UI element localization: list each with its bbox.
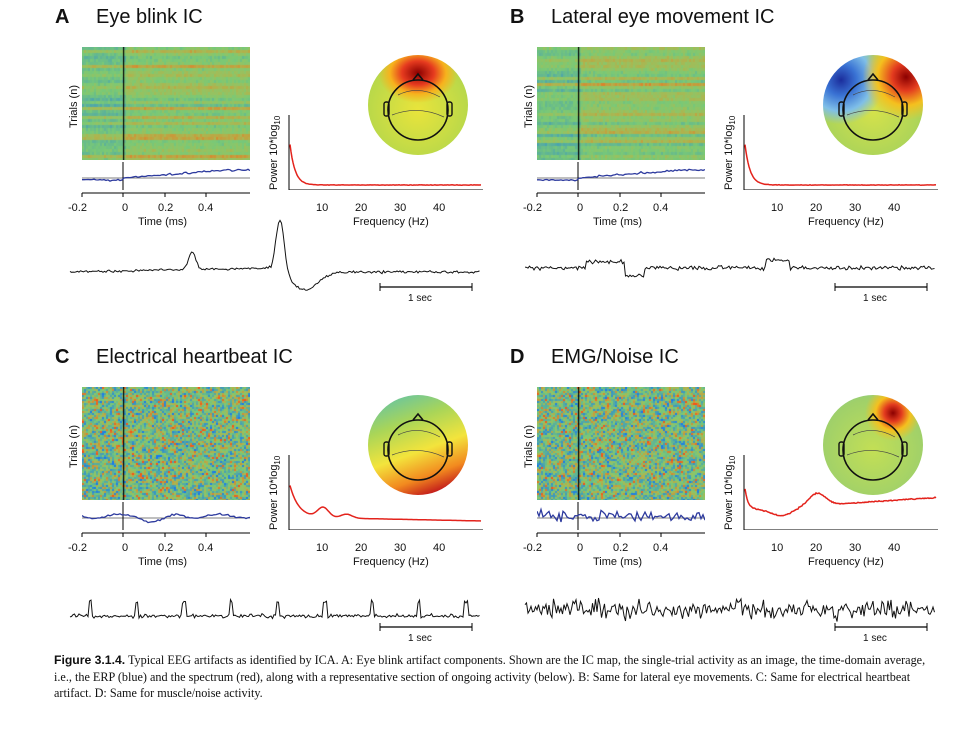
erp-image: [82, 47, 250, 160]
ic-scalp-map: [823, 395, 923, 495]
time-tick: -0.2: [523, 542, 542, 554]
panel-title: Electrical heartbeat IC: [96, 346, 293, 368]
figure-panel-b: B Lateral eye movement IC Trials (n) -0.…: [455, 0, 942, 330]
ic-scalp-map: [368, 395, 468, 495]
panel-letter: B: [510, 6, 525, 28]
time-tick: -0.2: [523, 202, 542, 214]
time-tick: 0.4: [198, 202, 214, 214]
freq-tick: 40: [433, 202, 446, 214]
erp-trace: [82, 162, 250, 190]
freq-tick: 40: [888, 542, 901, 554]
erp-image: [537, 387, 705, 500]
figure-panel-d: D EMG/Noise IC Trials (n) -0.2 0 0.2 0.4…: [455, 340, 942, 670]
scalebar-label: 1 sec: [408, 633, 432, 644]
freq-tick: 10: [316, 202, 329, 214]
time-tick: 0.2: [613, 202, 629, 214]
time-tick: 0.4: [653, 542, 669, 554]
scalebar-label: 1 sec: [863, 293, 887, 304]
freq-tick: 10: [771, 542, 784, 554]
power-axis-label: Power 10*log10: [723, 455, 738, 530]
erp-trace: [537, 162, 705, 190]
power-spectrum: [743, 455, 938, 530]
spectrum-curve: [744, 144, 937, 186]
scalebar-label: 1 sec: [863, 633, 887, 644]
time-axis-label: Time (ms): [138, 216, 188, 228]
figure-label: Figure 3.1.4.: [54, 653, 126, 667]
power-spectrum: [288, 115, 483, 190]
ic-scalp-map: [823, 55, 923, 155]
freq-tick: 30: [394, 542, 407, 554]
erp-image: [82, 387, 250, 500]
panel-letter: A: [55, 6, 70, 28]
power-axis-label: Power 10*log10: [268, 115, 283, 190]
spectrum-curve: [744, 488, 937, 517]
time-tick: -0.2: [68, 542, 87, 554]
freq-axis-label: Frequency (Hz): [808, 556, 884, 568]
head-outline: [383, 72, 453, 141]
erp-curve: [537, 168, 705, 182]
panel-title: Eye blink IC: [96, 6, 203, 28]
head-outline: [838, 412, 908, 481]
time-tick: 0.2: [613, 542, 629, 554]
time-axis-label: Time (ms): [138, 556, 188, 568]
head-outline: [383, 412, 453, 481]
spectrum-curve: [289, 144, 482, 186]
time-tick: 0: [122, 542, 129, 554]
freq-tick: 10: [771, 202, 784, 214]
power-axis-label: Power 10*log10: [268, 455, 283, 530]
head-outline: [838, 72, 908, 141]
time-tick: 0.4: [198, 542, 214, 554]
figure-panel-c: C Electrical heartbeat IC Trials (n) -0.…: [0, 340, 487, 670]
spectrum-curve: [289, 485, 482, 522]
freq-tick: 20: [810, 202, 823, 214]
freq-axis-label: Frequency (Hz): [353, 216, 429, 228]
time-axis-label: Time (ms): [593, 556, 643, 568]
erp-trace: [82, 502, 250, 530]
freq-axis-label: Frequency (Hz): [353, 556, 429, 568]
time-axis-label: Time (ms): [593, 216, 643, 228]
freq-tick: 40: [888, 202, 901, 214]
ongoing-activity: [69, 192, 480, 291]
figure-panel-a: A Eye blink IC Trials (n) -0.2 0 0.2 0.4…: [0, 0, 487, 330]
time-tick: 0: [577, 542, 584, 554]
figure-caption: Figure 3.1.4. Typical EEG artifacts as i…: [54, 652, 934, 702]
panel-title: EMG/Noise IC: [551, 346, 679, 368]
freq-tick: 20: [810, 542, 823, 554]
time-tick: 0: [122, 202, 129, 214]
freq-axis-label: Frequency (Hz): [808, 216, 884, 228]
erp-image: [537, 47, 705, 160]
ic-scalp-map: [368, 55, 468, 155]
power-spectrum: [288, 455, 483, 530]
freq-tick: 30: [394, 202, 407, 214]
freq-tick: 30: [849, 202, 862, 214]
time-tick: 0.2: [158, 542, 174, 554]
raw-trace: [69, 597, 480, 620]
time-tick: -0.2: [68, 202, 87, 214]
scalebar-label: 1 sec: [408, 293, 432, 304]
freq-tick: 10: [316, 542, 329, 554]
ongoing-activity: [69, 532, 480, 631]
time-tick: 0.4: [653, 202, 669, 214]
erp-curve: [537, 507, 705, 523]
time-tick: 0: [577, 202, 584, 214]
panel-letter: C: [55, 346, 70, 368]
panel-title: Lateral eye movement IC: [551, 6, 775, 28]
time-tick: 0.2: [158, 202, 174, 214]
ongoing-activity: [524, 192, 935, 291]
freq-tick: 20: [355, 542, 368, 554]
raw-trace: [69, 219, 480, 291]
freq-tick: 40: [433, 542, 446, 554]
freq-tick: 20: [355, 202, 368, 214]
raw-trace: [524, 597, 935, 622]
freq-tick: 30: [849, 542, 862, 554]
erp-curve: [82, 512, 250, 524]
power-spectrum: [743, 115, 938, 190]
raw-trace: [524, 257, 935, 278]
erp-trace: [537, 502, 705, 530]
caption-text: Typical EEG artifacts as identified by I…: [54, 653, 926, 700]
ongoing-activity: [524, 532, 935, 631]
power-axis-label: Power 10*log10: [723, 115, 738, 190]
panel-letter: D: [510, 346, 525, 368]
erp-curve: [82, 168, 250, 182]
